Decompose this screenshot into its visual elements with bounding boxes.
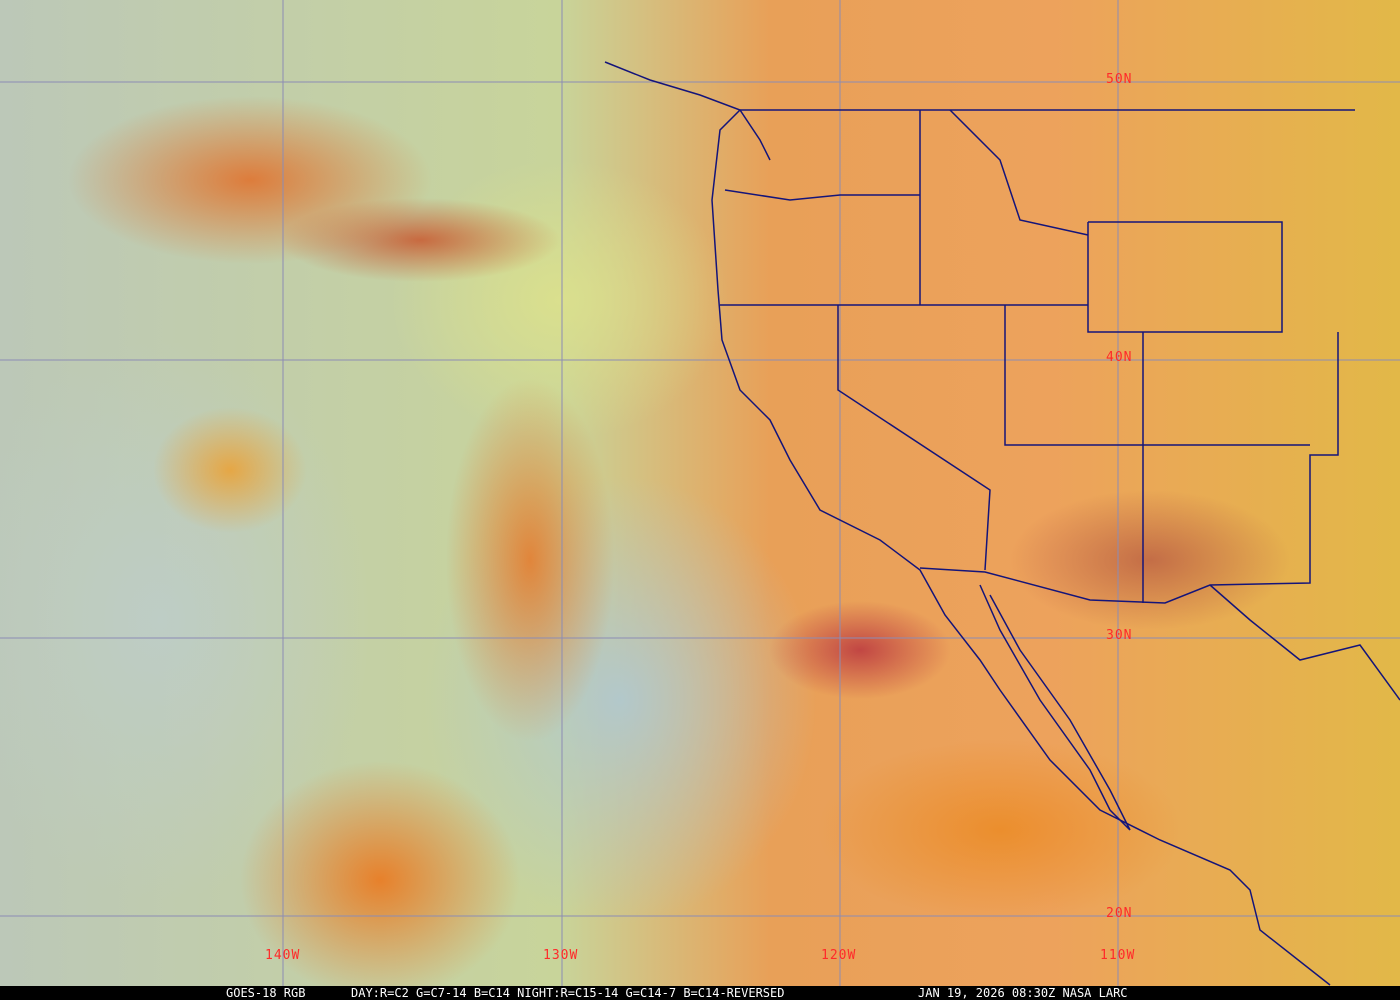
latitude-label-40n: 40N xyxy=(1106,350,1133,365)
latitude-label-20n: 20N xyxy=(1106,906,1133,921)
caption-timestamp: JAN 19, 2026 08:30Z NASA LARC xyxy=(918,986,1128,1000)
texas-border xyxy=(1209,584,1400,701)
caption-bar: GOES-18 RGB DAY:R=C2 G=C7-14 B=C14 NIGHT… xyxy=(0,986,1400,1000)
caption-product: GOES-18 RGB xyxy=(226,986,306,1000)
longitude-label-130w: 130W xyxy=(543,948,579,963)
longitude-label-110w: 110W xyxy=(1100,948,1136,963)
baja-california xyxy=(979,584,1131,831)
vancouver-island xyxy=(604,61,771,161)
west-coast xyxy=(711,109,1331,986)
longitude-label-120w: 120W xyxy=(821,948,857,963)
washington-oregon-border xyxy=(724,189,920,201)
utah-colorado-border xyxy=(1087,221,1283,333)
caption-recipe: DAY:R=C2 G=C7-14 B=C14 NIGHT:R=C15-14 G=… xyxy=(351,986,785,1000)
longitude-label-140w: 140W xyxy=(265,948,301,963)
coastlines-and-borders xyxy=(604,61,1400,986)
us-mexico-border xyxy=(919,332,1339,604)
california-nevada-border xyxy=(837,305,991,571)
montana-border xyxy=(949,109,1089,236)
nevada-utah-border xyxy=(1004,305,1310,446)
latitude-label-30n: 30N xyxy=(1106,628,1133,643)
latitude-label-50n: 50N xyxy=(1106,72,1133,87)
